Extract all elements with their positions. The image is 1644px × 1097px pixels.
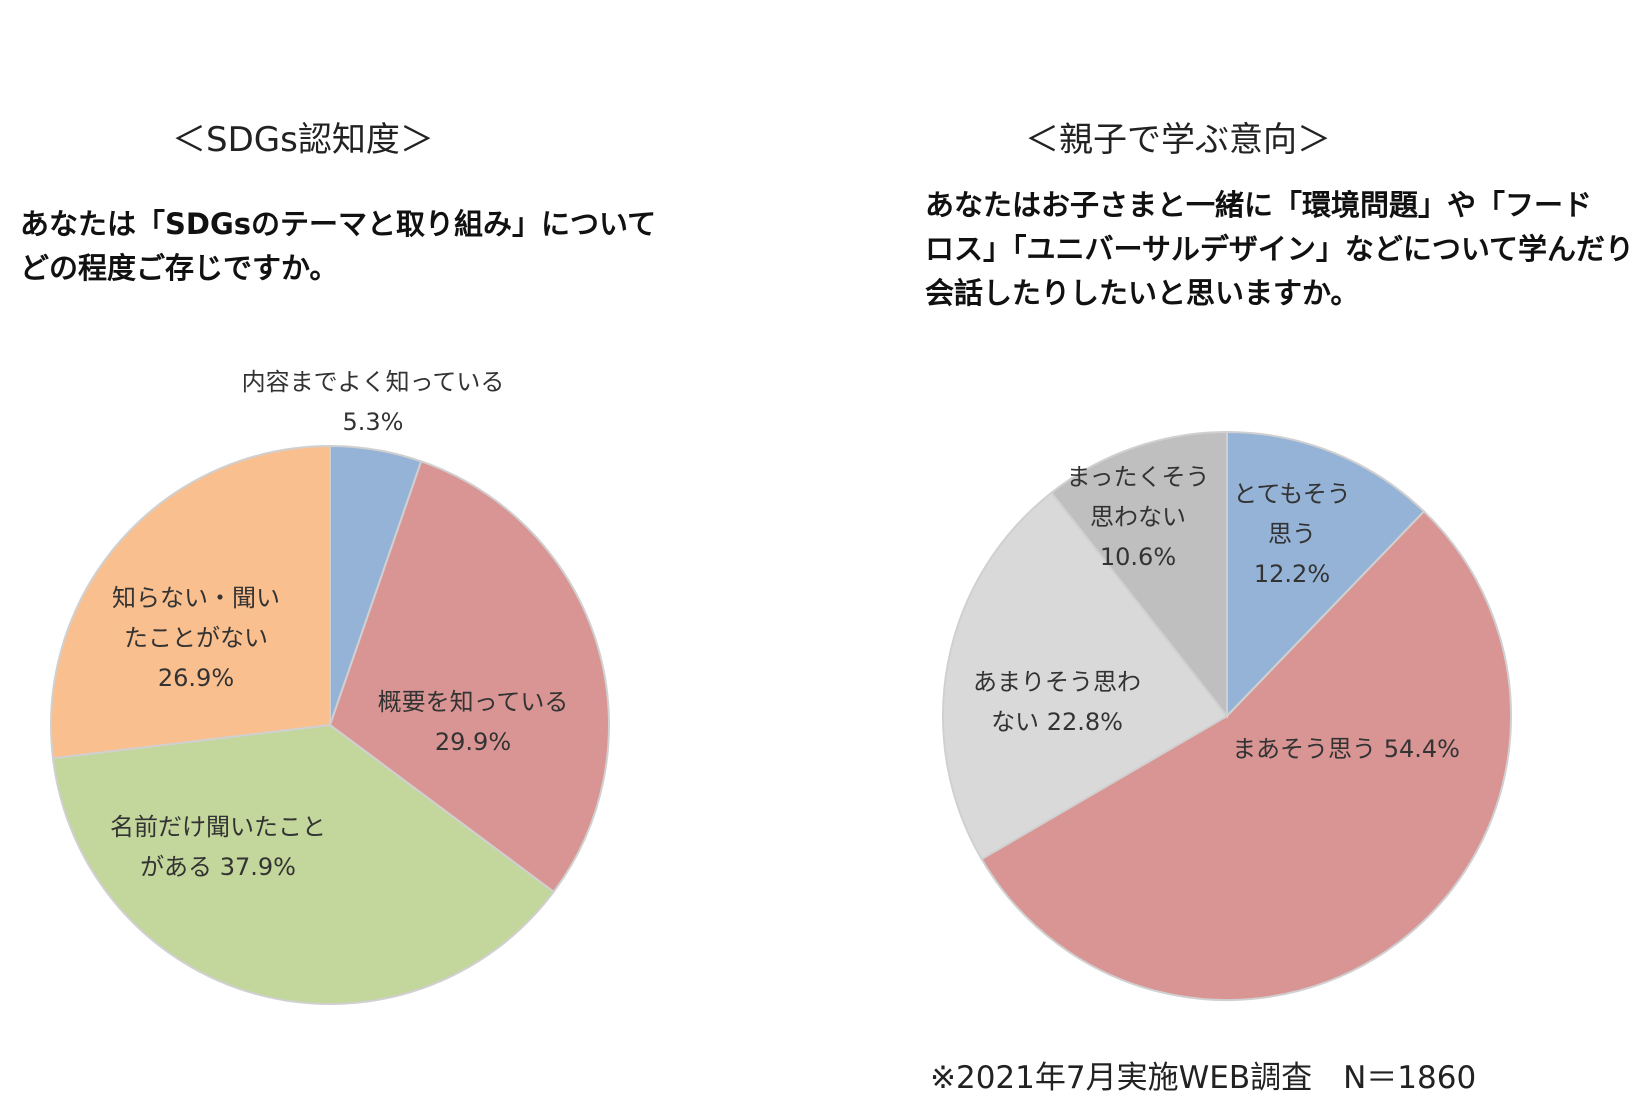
slice-label: あまりそう思わない 22.8%	[973, 668, 1141, 736]
slice-label-line: 内容までよく知っている	[242, 368, 505, 396]
question-line: どの程度ご存じですか。	[20, 251, 339, 285]
slice-label-line: 12.2%	[1254, 560, 1330, 588]
slice-label: とてもそう思う 12.2%	[1233, 480, 1351, 588]
slice-label: 内容までよく知っている 5.3%	[242, 368, 505, 436]
slice-label-line: がある 37.9%	[140, 853, 296, 881]
slice-label-line: 概要を知っている	[378, 688, 569, 716]
slice-label-line: 10.6%	[1100, 543, 1176, 571]
question-intent: あなたはお子さまと一緒に「環境問題」や「フード ロス」「ユニバーサルデザイン」な…	[925, 183, 1634, 315]
slice-label-line: たことがない	[124, 624, 268, 652]
question-line: あなたは「SDGsのテーマと取り組み」について	[20, 207, 657, 241]
chart-title-intent: ＜親子で学ぶ意向＞	[1025, 120, 1331, 160]
pie-slice	[50, 444, 331, 760]
slice-label-line: 5.3%	[343, 408, 404, 436]
pie-slice	[1050, 430, 1228, 719]
question-line: 会話したりしたいと思いますか。	[925, 276, 1360, 310]
pie-slice	[51, 723, 556, 1005]
pie-slice	[1226, 430, 1426, 719]
pie-slice	[328, 460, 611, 894]
slice-label: 名前だけ聞いたことがある 37.9%	[110, 813, 326, 881]
question-line: あなたはお子さまと一緒に「環境問題」や「フード	[925, 188, 1593, 222]
slice-label: まったくそう思わない 10.6%	[1066, 463, 1209, 571]
slice-label-line: まったくそう	[1066, 463, 1209, 491]
slice-label: 概要を知っている 29.9%	[378, 688, 569, 756]
chart-title-awareness: ＜SDGs認知度＞	[172, 120, 434, 160]
slice-label-line: 29.9%	[435, 728, 511, 756]
slice-label-line: とてもそう	[1233, 480, 1351, 508]
slice-label-line: あまりそう思わ	[973, 668, 1141, 696]
slice-label-line: 名前だけ聞いたこと	[110, 813, 326, 841]
slice-label-line: 26.9%	[158, 664, 234, 692]
slice-label: 知らない・聞いたことがない 26.9%	[112, 584, 280, 692]
slice-label-line: ない 22.8%	[991, 708, 1123, 736]
pie-slice	[942, 491, 1229, 861]
survey-footnote: ※2021年7月実施WEB調査 N＝1860	[930, 1060, 1477, 1096]
pie-slice	[980, 510, 1512, 1001]
slice-label: まあそう思う 54.4%	[1232, 735, 1460, 763]
question-awareness: あなたは「SDGsのテーマと取り組み」について どの程度ご存じですか。	[20, 202, 656, 290]
slice-label-line: まあそう思う 54.4%	[1232, 735, 1460, 763]
slice-label-line: 知らない・聞い	[112, 584, 280, 612]
question-line: ロス」「ユニバーサルデザイン」などについて学んだり	[925, 232, 1635, 266]
slice-label-line: 思わない	[1090, 503, 1186, 531]
slice-label-line: 思う	[1268, 520, 1316, 548]
